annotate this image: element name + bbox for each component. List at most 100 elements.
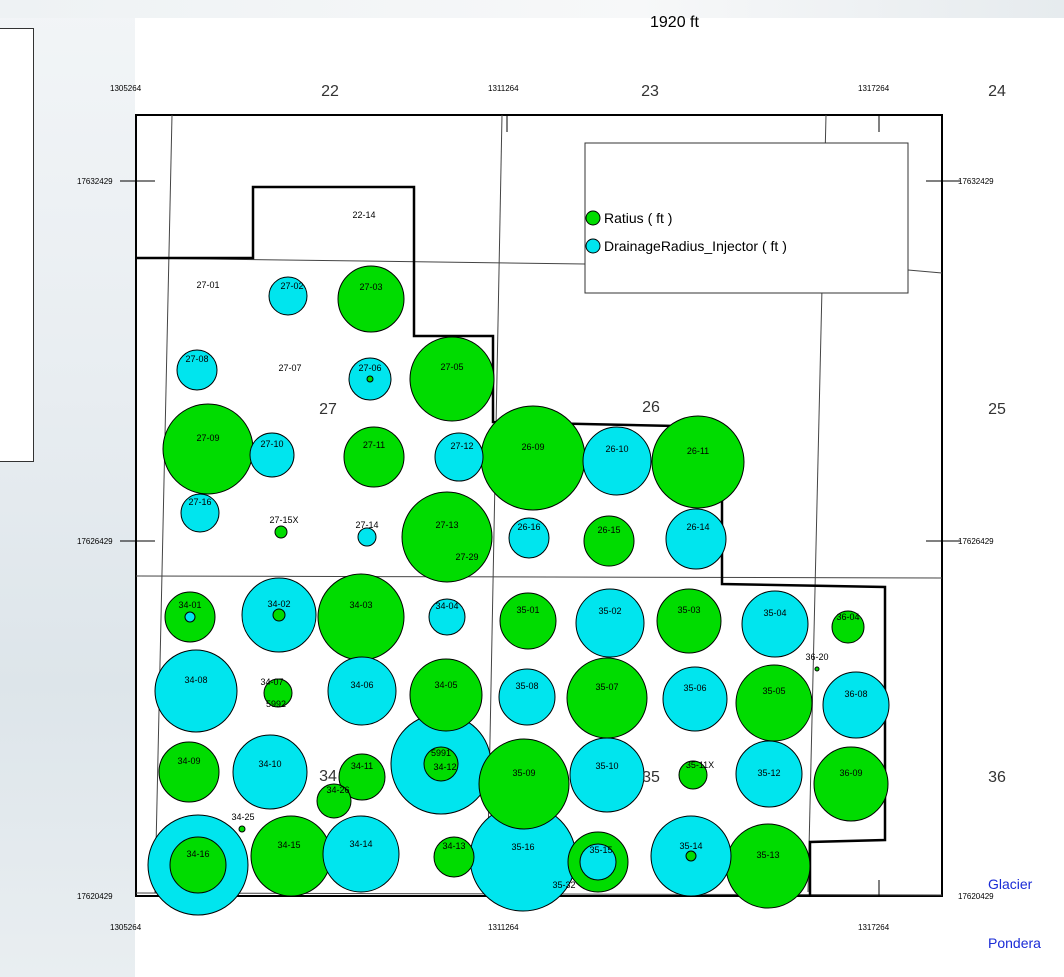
well-circle-34-03 [317,573,405,661]
well-circle-35-09 [478,738,570,830]
place-label-glacier: Glacier [988,876,1033,892]
section-label-35: 35 [642,769,660,786]
well-label-34-25: 34-25 [231,812,254,822]
well-circle-26-16 [508,517,550,559]
well-circle-27-12 [434,432,484,482]
well-circle-27-13 [401,491,493,583]
well-label-27-16: 27-16 [188,497,211,507]
well-circle-34-26 [316,783,352,819]
well-circle-27-14 [357,527,377,547]
well-circle-27-10 [249,432,295,478]
well-label-34-08: 34-08 [184,675,207,685]
well-label-27-10: 27-10 [260,439,283,449]
well-label-35-01: 35-01 [516,605,539,615]
well-label-35-13: 35-13 [756,850,779,860]
well-circle-35-06 [662,666,728,732]
well-label-35-07: 35-07 [595,682,618,692]
well-label-27-13: 27-13 [435,520,458,530]
well-labels: 22-14 27-01 27-02 27-03 27-08 27-07 27-06 27-05… [177,210,867,890]
well-label-34-16: 34-16 [186,849,209,859]
well-label-34-05: 34-05 [434,680,457,690]
legend-label-injector: DrainageRadius_Injector ( ft ) [604,238,787,254]
well-label-26-16: 26-16 [517,522,540,532]
well-circle-35-01 [499,592,557,650]
well-circle-35-10 [569,737,645,813]
well-circle-27-02 [268,276,308,316]
well-inner-circle-27-06 [366,375,374,383]
well-circle-26-09 [480,405,586,511]
well-circle-27-11 [343,426,405,488]
well-label-34-06: 34-06 [350,680,373,690]
well-circle-26-15 [583,515,635,567]
well-circle-34-15 [250,815,332,897]
legend-box [584,142,909,294]
coordinate-labels: 1305264 1311264 1317264 1305264 1311264 … [77,84,994,932]
section-label-34: 34 [319,768,337,785]
map-background-top [0,0,1064,18]
well-label-27-29: 27-29 [455,552,478,562]
well-label-35-06: 35-06 [683,683,706,693]
well-label-27-15X: 27-15X [269,515,298,525]
well-circle-35-07 [566,657,648,739]
well-label-35-02: 35-02 [598,606,621,616]
well-label-34-01: 34-01 [178,600,201,610]
legend-label-producer: Ratius ( ft ) [604,210,672,226]
well-label-34-09: 34-09 [177,756,200,766]
well-label-27-02: 27-02 [280,281,303,291]
well-label-34-03: 34-03 [349,600,372,610]
well-label-34-07: 34-07 [260,677,283,687]
y-coord-right: 17626429 [958,537,994,546]
section-label-25: 25 [988,401,1006,418]
well-circle-27-15X [274,525,288,539]
well-label-27-08: 27-08 [185,354,208,364]
well-label-35-16: 35-16 [511,842,534,852]
well-label-34-13: 34-13 [442,841,465,851]
x-coord-top: 1305264 [110,84,142,93]
x-coord-bottom: 1311264 [488,923,519,932]
section-line [907,269,943,274]
well-inner-circle-35-15 [579,843,617,881]
well-label-34-11: 34-11 [351,761,373,771]
y-coord-left: 17632429 [77,177,113,186]
well-label-35-08: 35-08 [515,681,538,691]
well-label-27-12: 27-12 [450,441,473,451]
well-circle-35-02 [575,588,645,658]
well-label-35-15: 35-15 [589,845,612,855]
section-label-24: 24 [988,83,1006,100]
well-label-35-09: 35-09 [512,768,535,778]
place-label-pondera: Pondera [988,935,1041,951]
well-label-27-07: 27-07 [278,363,301,373]
well-label-35-12: 35-12 [757,768,780,778]
well-inner-circle-5991 [423,746,459,782]
legend: Ratius ( ft ) DrainageRadius_Injector ( … [584,142,909,294]
well-label-27-01: 27-01 [196,280,219,290]
well-label-5991: 5991 [431,748,451,758]
x-coord-bottom: 1317264 [858,923,890,932]
well-label-5992: 5992 [266,699,286,709]
well-circle-27-03 [337,265,405,333]
well-label-26-15: 26-15 [597,525,620,535]
well-label-27-11: 27-11 [363,440,385,450]
x-coord-top: 1317264 [858,84,890,93]
well-label-26-09: 26-09 [521,442,544,452]
well-inner-circle-34-02 [272,608,286,622]
well-label-35-14: 35-14 [679,841,702,851]
well-circle-35-13 [725,823,811,909]
scale-label: 1920 ft [650,14,699,31]
well-circle-27-05 [409,336,495,422]
well-circle-36-20 [814,666,820,672]
well-circle-27-08 [176,349,218,391]
well-circle-34-06 [327,656,397,726]
well-label-35-10: 35-10 [595,761,618,771]
well-circle-35-03 [656,588,722,654]
well-circle-34-08 [154,649,238,733]
well-label-26-11: 26-11 [687,446,709,456]
x-coord-top: 1311264 [488,84,519,93]
well-label-35-32: 35-32 [552,880,575,890]
well-label-27-03: 27-03 [359,282,382,292]
section-label-36: 36 [988,769,1006,786]
well-circle-34-11 [338,753,386,801]
y-coord-right: 17620429 [958,892,994,901]
well-circle-35-12 [735,740,803,808]
